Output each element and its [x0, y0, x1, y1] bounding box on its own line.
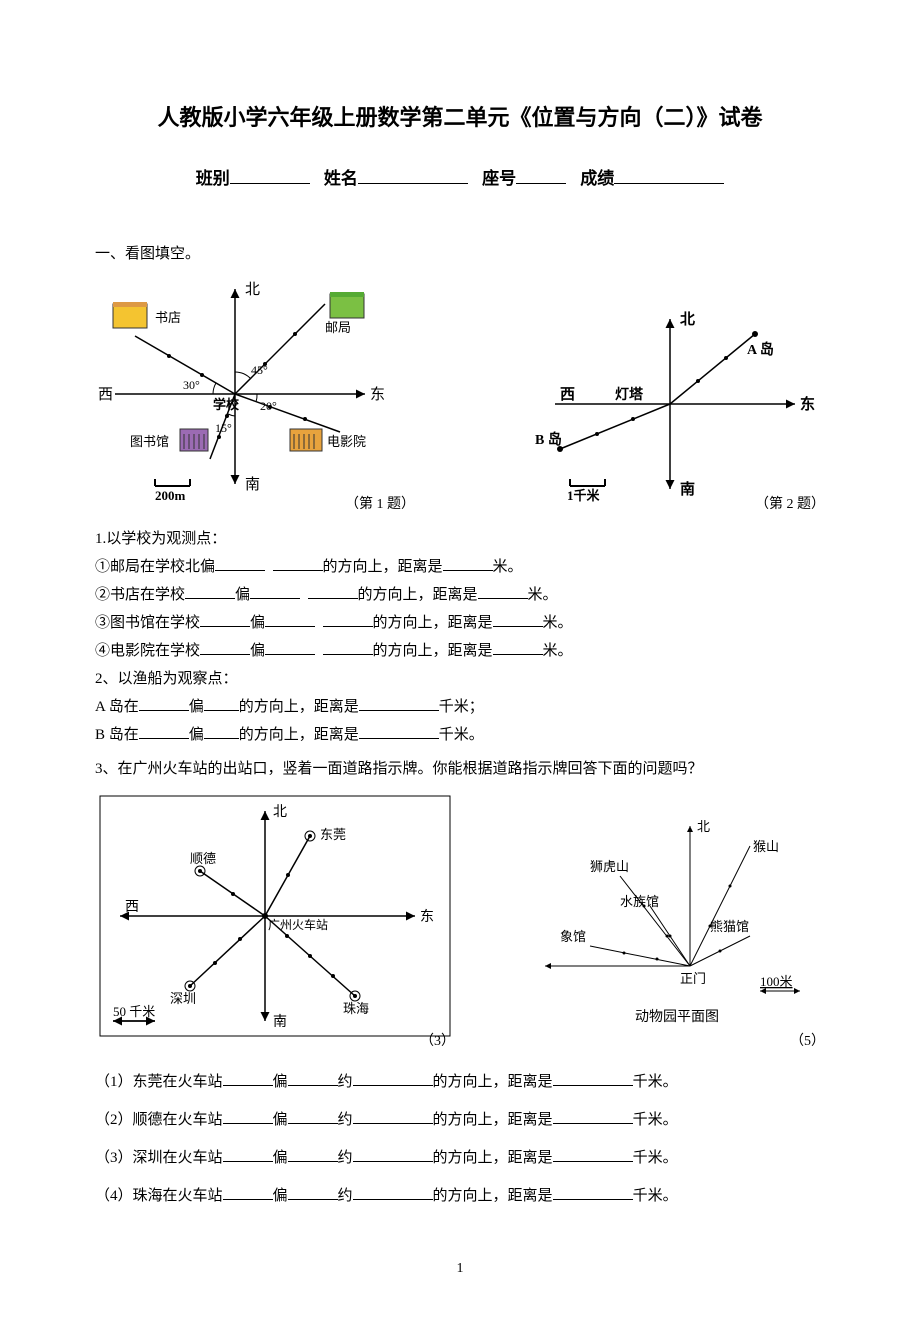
question-1: 1.以学校为观测点： ①邮局在学校北偏 的方向上，距离是米。 ②书店在学校偏 的… [95, 527, 825, 663]
figure-1-diagram: 北 南 东 西 书店 30° 邮局 45° 电影院 [95, 274, 415, 504]
figure-1-caption: （第 1 题） [345, 494, 415, 516]
score-label: 成绩 [580, 169, 614, 188]
svg-text:广州火车站: 广州火车站 [268, 917, 328, 932]
svg-text:邮局: 邮局 [325, 320, 351, 335]
svg-text:顺德: 顺德 [190, 851, 216, 866]
section-1-title: 一、看图填空。 [95, 242, 825, 266]
svg-text:灯塔: 灯塔 [615, 386, 644, 403]
q1-line4: ④电影院在学校偏 的方向上，距离是米。 [95, 637, 825, 663]
svg-text:正门: 正门 [680, 971, 706, 986]
q3-sub4: （4）珠海在火车站偏约的方向上，距离是千米。 [95, 1182, 825, 1208]
class-blank [230, 166, 310, 184]
svg-text:北: 北 [245, 281, 260, 298]
svg-text:书店: 书店 [155, 310, 181, 325]
svg-text:东莞: 东莞 [320, 827, 346, 842]
name-label: 姓名 [324, 169, 358, 188]
figure-5-caption: （5） [790, 1031, 825, 1053]
svg-text:动物园平面图: 动物园平面图 [635, 1009, 719, 1025]
svg-text:西: 西 [125, 900, 139, 915]
svg-text:图书馆: 图书馆 [130, 434, 169, 449]
svg-text:学校: 学校 [213, 397, 240, 412]
page-title: 人教版小学六年级上册数学第二单元《位置与方向（二）》试卷 [95, 100, 825, 135]
seat-blank [516, 166, 566, 184]
q2-lineB: B 岛在偏的方向上，距离是千米。 [95, 721, 825, 747]
svg-text:珠海: 珠海 [343, 1001, 369, 1016]
score-blank [614, 166, 724, 184]
svg-text:南: 南 [680, 480, 695, 498]
svg-text:北: 北 [273, 804, 287, 820]
question-3: 3、在广州火车站的出站口，竖着一面道路指示牌。你能根据道路指示牌回答下面的问题吗… [95, 757, 825, 1208]
svg-text:西: 西 [560, 386, 575, 403]
svg-text:东: 东 [420, 909, 434, 925]
svg-text:20°: 20° [260, 399, 277, 413]
page-number: 1 [95, 1258, 825, 1280]
name-blank [358, 166, 468, 184]
q3-stem: 3、在广州火车站的出站口，竖着一面道路指示牌。你能根据道路指示牌回答下面的问题吗… [95, 757, 825, 781]
figures-row-2: 北 南 东 西 东莞 顺德 深圳 [95, 791, 825, 1053]
svg-text:B 岛: B 岛 [535, 431, 562, 448]
q1-line1: ①邮局在学校北偏 的方向上，距离是米。 [95, 553, 825, 579]
svg-text:西: 西 [98, 387, 113, 403]
svg-text:东: 东 [800, 395, 815, 413]
figures-row-1: 北 南 东 西 书店 30° 邮局 45° 电影院 [95, 274, 825, 516]
svg-text:南: 南 [245, 476, 260, 493]
svg-text:1千米: 1千米 [567, 488, 601, 503]
q2-stem: 2、以渔船为观察点： [95, 667, 825, 691]
svg-text:A 岛: A 岛 [747, 341, 774, 358]
seat-label: 座号 [482, 169, 516, 188]
class-label: 班别 [196, 169, 230, 188]
figure-2-caption: （第 2 题） [755, 494, 825, 516]
svg-text:200m: 200m [155, 488, 186, 503]
q3-sub3: （3）深圳在火车站偏约的方向上，距离是千米。 [95, 1144, 825, 1170]
svg-text:猴山: 猴山 [753, 839, 779, 854]
svg-text:30°: 30° [183, 378, 200, 392]
svg-text:狮虎山: 狮虎山 [590, 859, 629, 874]
svg-text:北: 北 [697, 819, 710, 834]
svg-text:南: 南 [273, 1014, 287, 1030]
svg-text:电影院: 电影院 [327, 434, 366, 449]
svg-text:15°: 15° [215, 421, 232, 435]
svg-text:北: 北 [680, 311, 695, 328]
svg-text:100米: 100米 [760, 974, 793, 989]
svg-text:深圳: 深圳 [170, 991, 196, 1006]
figure-5-diagram: 北 猴山 狮虎山 水族馆 象馆 熊猫馆 [535, 811, 825, 1041]
svg-text:东: 东 [370, 386, 385, 403]
header-row: 班别 姓名 座号 成绩 [95, 165, 825, 192]
svg-text:象馆: 象馆 [560, 929, 586, 944]
figure-2-diagram: 北 南 东 西 A 岛 B 岛 灯塔 1千米 [515, 304, 825, 504]
q2-lineA: A 岛在偏的方向上，距离是千米； [95, 693, 825, 719]
q1-line2: ②书店在学校偏 的方向上，距离是米。 [95, 581, 825, 607]
question-2: 2、以渔船为观察点： A 岛在偏的方向上，距离是千米； B 岛在偏的方向上，距离… [95, 667, 825, 747]
figure-3-diagram: 北 南 东 西 东莞 顺德 深圳 [95, 791, 455, 1041]
svg-text:水族馆: 水族馆 [620, 894, 659, 909]
figure-3-caption: （3） [420, 1031, 455, 1053]
svg-text:熊猫馆: 熊猫馆 [710, 919, 749, 934]
q1-stem: 1.以学校为观测点： [95, 527, 825, 551]
q3-sub1: （1）东莞在火车站偏约的方向上，距离是千米。 [95, 1068, 825, 1094]
q3-sub2: （2）顺德在火车站偏约的方向上，距离是千米。 [95, 1106, 825, 1132]
svg-text:45°: 45° [251, 363, 268, 377]
svg-text:50 千米: 50 千米 [113, 1004, 155, 1019]
q1-line3: ③图书馆在学校偏 的方向上，距离是米。 [95, 609, 825, 635]
